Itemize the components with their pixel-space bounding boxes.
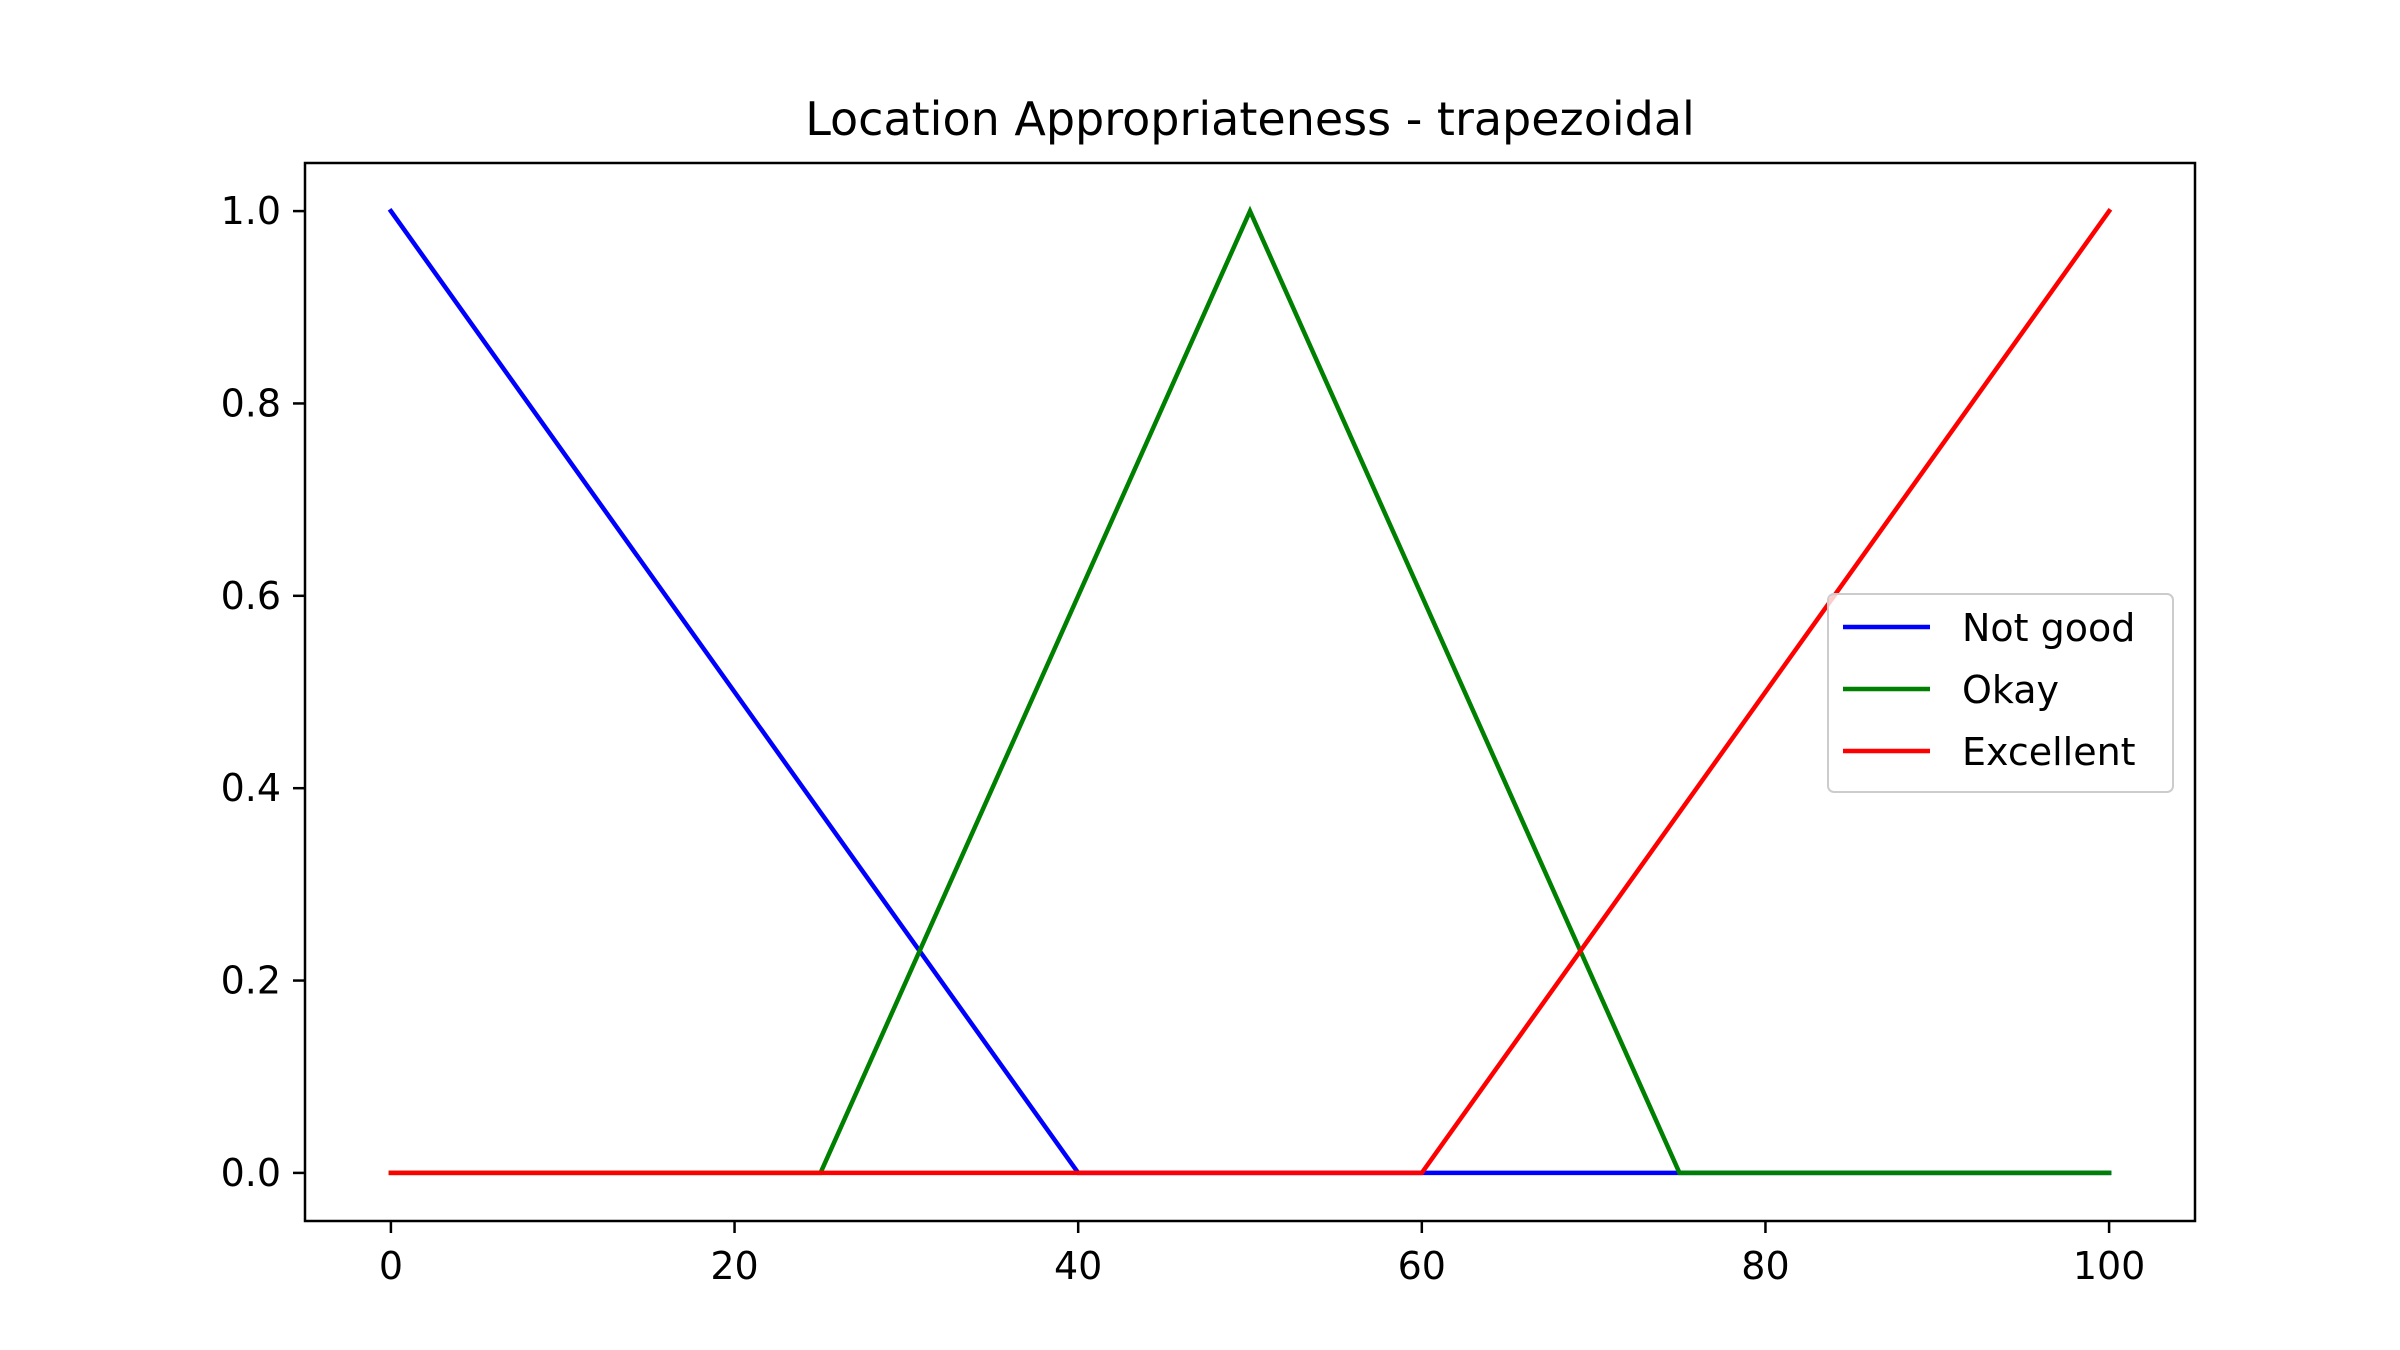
- plot-frame: [303, 161, 2197, 1223]
- x-tick-label: 100: [2073, 1244, 2146, 1288]
- legend: Not good Okay Excellent: [1827, 593, 2174, 793]
- y-tick-label: 0.6: [221, 574, 281, 618]
- y-tick-label: 1.0: [221, 189, 281, 233]
- y-tick-label: 0.8: [221, 381, 281, 425]
- y-tick-label: 0.4: [221, 766, 281, 810]
- x-tick-label: 60: [1398, 1244, 1446, 1288]
- x-tick-label: 20: [710, 1244, 758, 1288]
- x-tick-label: 40: [1054, 1244, 1102, 1288]
- ticks-layer: 0 20 40 60 80 100 0.0 0.2 0.4 0.6 0.8 1.0: [221, 189, 2146, 1288]
- legend-label-excellent: Excellent: [1962, 730, 2136, 774]
- y-tick-label: 0.2: [221, 959, 281, 1003]
- legend-label-okay: Okay: [1962, 668, 2059, 712]
- series-line-excellent: [388, 207, 2113, 1176]
- series-layer: [387, 205, 2113, 1176]
- x-tick-label: 0: [379, 1244, 403, 1288]
- legend-label-not-good: Not good: [1962, 606, 2135, 650]
- x-tick-label: 80: [1741, 1244, 1789, 1288]
- y-tick-label: 0.0: [221, 1151, 281, 1195]
- chart-title: Location Appropriateness - trapezoidal: [805, 92, 1695, 146]
- legend-box: [1827, 593, 2174, 793]
